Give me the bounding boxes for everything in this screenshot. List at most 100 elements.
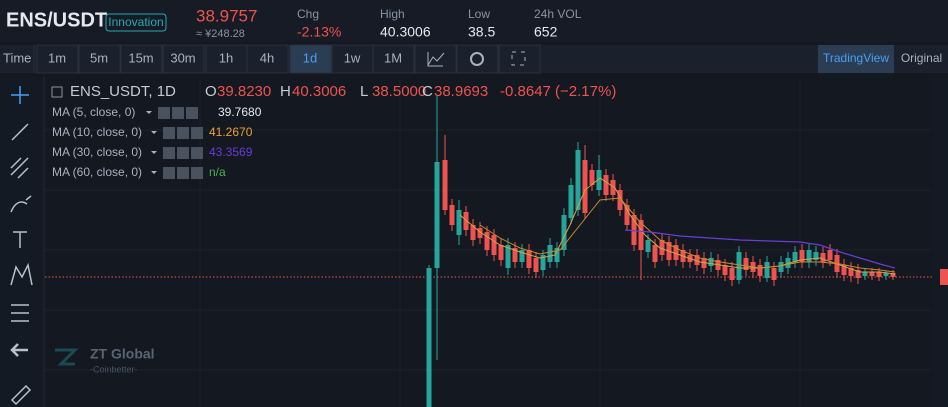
interval-label[interactable]: 5m: [90, 50, 108, 65]
interval-label[interactable]: 30m: [170, 50, 195, 65]
measure-tool[interactable]: [11, 304, 29, 322]
indicator-name: MA (5, close, 0): [52, 105, 135, 119]
indicator-button[interactable]: [163, 167, 175, 179]
stat-label: Chg: [297, 7, 319, 21]
interval-label[interactable]: 1w: [344, 50, 361, 65]
toolbar-items: Time 1m 5m 15m 30m 1h 4h 1d 1w 1M TradingView Origi…: [3, 44, 942, 74]
indicator-value: 39.7680: [218, 105, 262, 119]
interval-button[interactable]: [162, 44, 205, 74]
indicator-button[interactable]: [186, 107, 198, 119]
interval-label[interactable]: 1m: [48, 50, 66, 65]
view-label[interactable]: TradingView: [823, 51, 889, 65]
interval-button[interactable]: [372, 44, 415, 74]
legend-symbol: ENS_USDT, 1D: [70, 83, 176, 100]
interval-button[interactable]: [246, 44, 289, 74]
indicator-value: n/a: [209, 165, 226, 179]
toolbar: [0, 45, 948, 73]
indicator-button[interactable]: [158, 107, 170, 119]
fullscreen-icon: [511, 51, 526, 66]
indicator-button[interactable]: [191, 147, 203, 159]
ma10-line: [479, 197, 896, 273]
tool-button[interactable]: [498, 44, 541, 74]
stat-value: 38.5: [468, 24, 495, 40]
ma5-line: [459, 177, 896, 275]
indicator-name: MA (60, close, 0): [52, 165, 142, 179]
indicator-value: 43.3569: [209, 145, 253, 159]
watermark: [55, 348, 79, 366]
interval-label[interactable]: 1d: [303, 50, 317, 65]
indicator-value: 41.2670: [209, 125, 253, 139]
stat-label: Low: [468, 7, 490, 21]
interval-label[interactable]: 1M: [384, 50, 402, 65]
interval-label[interactable]: 1h: [219, 50, 233, 65]
stat-value: 40.3006: [380, 24, 431, 40]
interval-button[interactable]: [78, 44, 121, 74]
stat-label: High: [380, 7, 405, 21]
price-cny: ≈ ¥248.28: [196, 28, 245, 40]
ohlc-label: C: [422, 83, 433, 100]
interval-button[interactable]: [36, 44, 79, 74]
interval-button[interactable]: [289, 44, 332, 74]
tag-box: [105, 13, 167, 32]
interval-label[interactable]: 15m: [128, 50, 153, 65]
ohlc-label: O: [205, 83, 217, 100]
text-tool[interactable]: [13, 231, 27, 248]
brush-tool[interactable]: [10, 195, 32, 213]
ruler-tool[interactable]: [10, 384, 32, 406]
tool-button[interactable]: [456, 44, 499, 74]
tag: Innovation: [108, 15, 163, 29]
view-label[interactable]: Original: [901, 51, 942, 65]
ohlc-value: 38.9693: [434, 83, 488, 100]
stat-label: 24h VOL: [534, 7, 582, 21]
indicator-button[interactable]: [191, 127, 203, 139]
legend-change: -0.8647 (−2.17%): [500, 83, 616, 100]
view-button[interactable]: [818, 45, 894, 73]
indicator-button[interactable]: [191, 167, 203, 179]
stat-value: 652: [534, 24, 558, 40]
price-scale: [932, 77, 948, 407]
fib-tool[interactable]: [10, 157, 29, 179]
crosshair-tool[interactable]: [11, 86, 29, 104]
last-price-tag: [940, 269, 948, 285]
indicator-button[interactable]: [163, 127, 175, 139]
dropdown-arrow[interactable]: [146, 111, 152, 114]
dropdown-arrow[interactable]: [151, 151, 157, 154]
time-label: Time: [3, 50, 31, 65]
price: 38.9757: [196, 6, 257, 25]
dropdown-arrow[interactable]: [151, 131, 157, 134]
ohlc-value: 40.3006: [292, 83, 346, 100]
pair: ENS/USDT: [6, 9, 107, 31]
dropdown-arrow[interactable]: [151, 171, 157, 174]
indicator-button[interactable]: [163, 147, 175, 159]
indicator-name: MA (10, close, 0): [52, 125, 142, 139]
tool-column: [0, 77, 44, 407]
indicator-name: MA (30, close, 0): [52, 145, 142, 159]
indicator-button[interactable]: [177, 167, 189, 179]
ma30-line: [624, 229, 896, 269]
collapse-icon[interactable]: [51, 86, 63, 98]
back-tool[interactable]: [10, 343, 28, 357]
indicator-button[interactable]: [177, 147, 189, 159]
interval-label[interactable]: 4h: [260, 50, 274, 65]
ohlc-label: L: [360, 83, 368, 100]
settings-icon: [470, 52, 484, 66]
red-bodies: [442, 160, 896, 280]
ohlc-label: H: [280, 83, 291, 100]
tool-button[interactable]: [414, 44, 457, 74]
indicator-button[interactable]: [177, 127, 189, 139]
pattern-tool[interactable]: [10, 262, 33, 286]
stat-value: -2.13%: [297, 24, 341, 40]
line-tool[interactable]: [11, 123, 29, 141]
ohlc-value: 38.5000: [372, 83, 426, 100]
ohlc-value: 39.8230: [217, 83, 271, 100]
watermark-sub: -Coinbetter-: [90, 364, 138, 374]
stats: Chg -2.13% High 40.3006 Low 38.5 24h VOL 652: [297, 7, 582, 40]
indicators: MA (5, close, 0) 39.7680 MA (10, close, 0)…: [52, 105, 262, 179]
candles: [426, 95, 896, 407]
header-bar: [0, 0, 948, 42]
watermark-brand: ZT Global: [90, 346, 155, 362]
interval-button[interactable]: [120, 44, 163, 74]
indicator-button[interactable]: [172, 107, 184, 119]
